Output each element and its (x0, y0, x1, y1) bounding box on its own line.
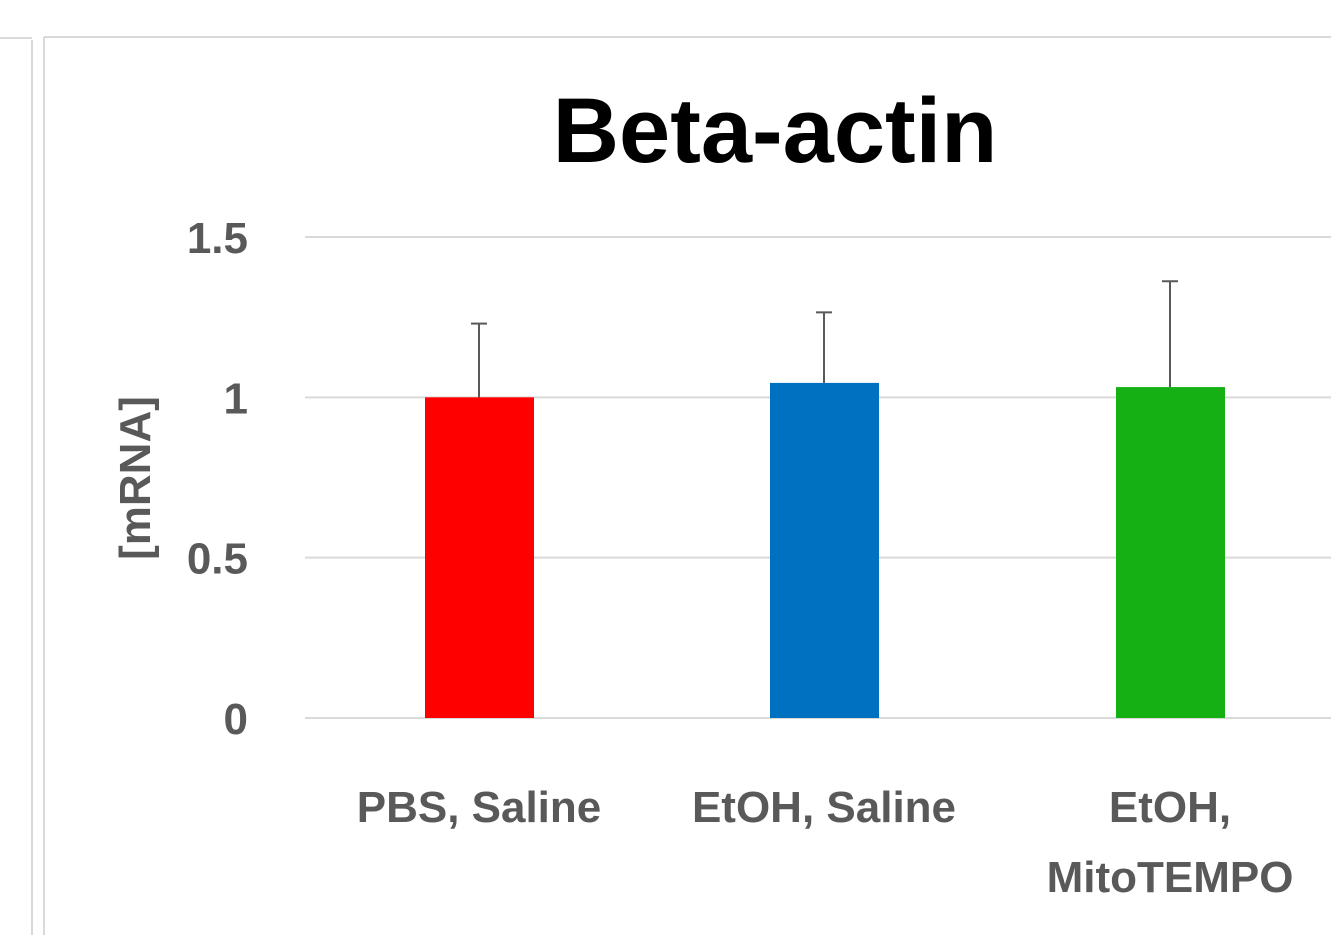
x-tick-label: EtOH, Saline (691, 783, 957, 832)
y-tick-label: 0.5 (187, 535, 248, 584)
bar (770, 382, 879, 718)
bar (425, 397, 534, 718)
x-tick-label: PBS, Saline (356, 783, 602, 832)
y-axis-label: [mRNA] (111, 396, 160, 560)
y-tick-label: 1 (224, 374, 248, 423)
bar (1116, 387, 1225, 718)
x-tick-label: EtOH, MitoTEMPO (1046, 783, 1294, 902)
y-tick-label: 1.5 (187, 214, 248, 263)
error-bar (1162, 280, 1178, 388)
y-tick-label: 0 (224, 695, 248, 744)
error-bar (471, 322, 487, 398)
error-bar (816, 311, 832, 383)
chart-title: Beta-actin (553, 80, 998, 182)
